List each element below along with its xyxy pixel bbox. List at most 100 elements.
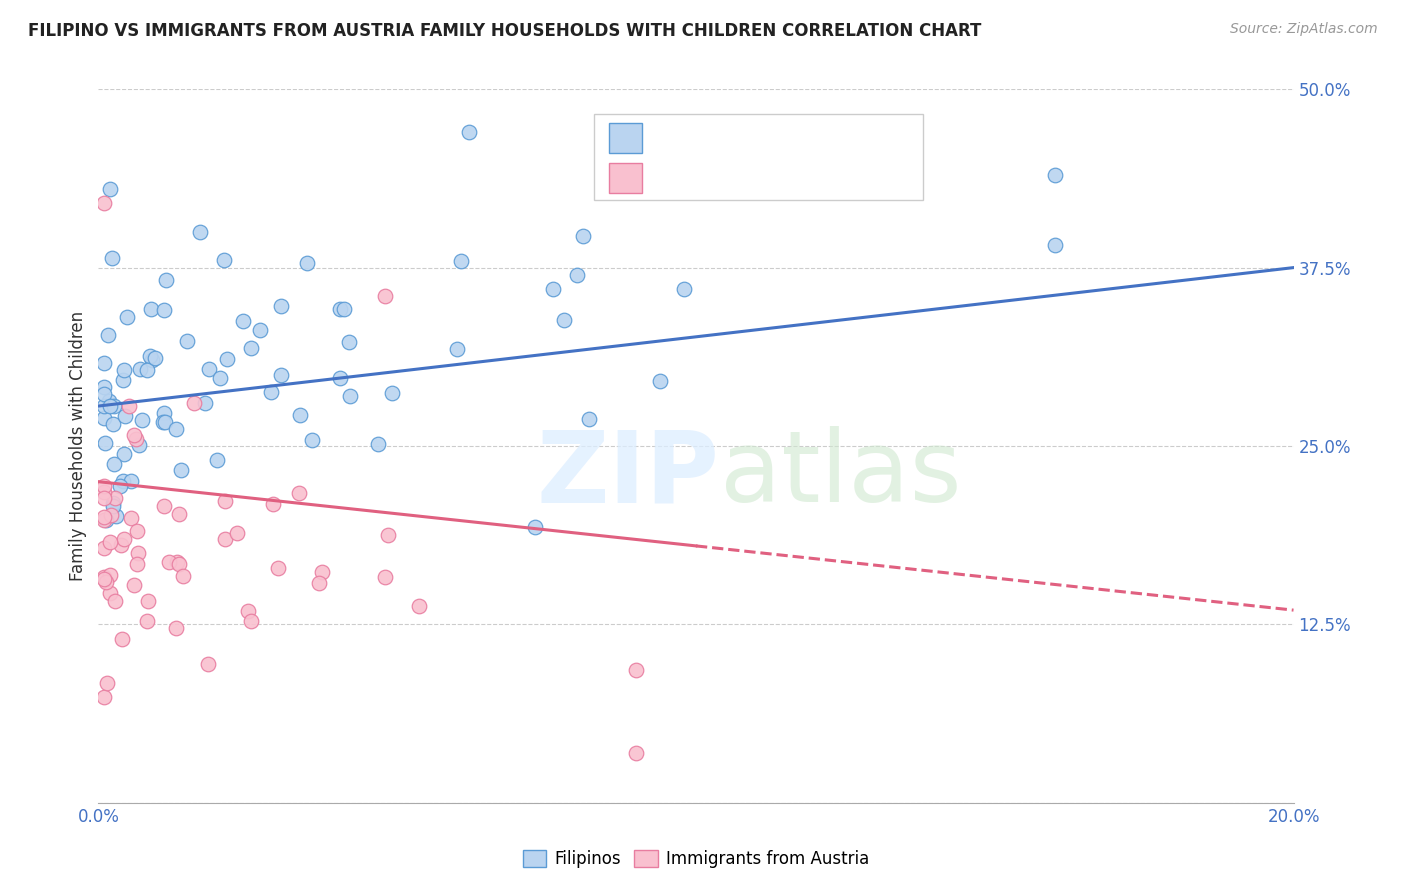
Point xyxy=(100,508,122,522)
Point xyxy=(114,409,136,423)
Text: ZIP: ZIP xyxy=(537,426,720,523)
Point xyxy=(118,399,141,413)
Point xyxy=(98,535,121,549)
Point xyxy=(165,621,187,635)
Point xyxy=(288,486,311,500)
Point xyxy=(1043,238,1066,252)
Point xyxy=(374,570,396,584)
Point xyxy=(197,362,219,376)
Point xyxy=(100,568,122,582)
Point xyxy=(98,182,122,196)
Point xyxy=(93,513,115,527)
Point xyxy=(337,334,360,349)
Point xyxy=(94,575,117,590)
Point xyxy=(329,301,352,316)
Point xyxy=(1043,168,1066,182)
Point xyxy=(110,538,132,552)
Point xyxy=(101,417,124,431)
Point xyxy=(214,493,236,508)
Text: R =: R = xyxy=(657,129,688,147)
Point xyxy=(212,253,235,268)
Text: 56: 56 xyxy=(835,169,859,186)
Point xyxy=(114,363,136,377)
Point xyxy=(301,433,323,447)
Point xyxy=(541,282,564,296)
Point xyxy=(139,302,162,317)
Point xyxy=(624,664,647,678)
Point xyxy=(93,485,115,500)
Point xyxy=(93,399,115,413)
Text: 78: 78 xyxy=(835,129,859,147)
Point xyxy=(125,557,148,571)
Point xyxy=(152,303,174,318)
FancyBboxPatch shape xyxy=(595,114,922,200)
Point xyxy=(93,572,115,586)
Point xyxy=(101,499,124,513)
Point xyxy=(108,479,131,493)
Text: 0.174: 0.174 xyxy=(704,129,756,147)
Point xyxy=(125,524,148,539)
Point xyxy=(112,373,135,387)
Point xyxy=(131,413,153,427)
Point xyxy=(262,497,284,511)
Point xyxy=(232,314,254,328)
Point xyxy=(446,342,468,356)
Point xyxy=(155,415,177,429)
Point xyxy=(624,746,647,760)
Point xyxy=(141,353,163,368)
Point xyxy=(98,394,121,409)
Point xyxy=(103,400,125,414)
Point xyxy=(101,252,124,266)
Point xyxy=(288,408,311,422)
Point xyxy=(295,255,318,269)
Point xyxy=(215,351,238,366)
Point xyxy=(93,356,115,370)
Point xyxy=(214,532,236,546)
Text: N =: N = xyxy=(787,169,820,186)
Y-axis label: Family Households with Children: Family Households with Children xyxy=(69,311,87,581)
Point xyxy=(240,614,263,628)
Point xyxy=(143,351,166,365)
Point xyxy=(673,282,696,296)
Point xyxy=(98,585,121,599)
Text: N =: N = xyxy=(787,129,820,147)
Point xyxy=(94,513,117,527)
Point xyxy=(240,341,263,355)
Point xyxy=(136,614,159,628)
Point xyxy=(176,334,198,349)
Point xyxy=(270,368,292,383)
Point xyxy=(129,362,152,376)
Point xyxy=(367,436,389,450)
Point xyxy=(374,289,396,303)
FancyBboxPatch shape xyxy=(609,123,643,153)
Point xyxy=(267,561,290,575)
Point xyxy=(169,557,191,571)
Point xyxy=(112,474,135,488)
Point xyxy=(93,380,115,394)
Point xyxy=(122,578,145,592)
Point xyxy=(98,399,122,413)
Text: FILIPINO VS IMMIGRANTS FROM AUSTRIA FAMILY HOUSEHOLDS WITH CHILDREN CORRELATION : FILIPINO VS IMMIGRANTS FROM AUSTRIA FAMI… xyxy=(28,22,981,40)
Point xyxy=(183,396,205,410)
Point xyxy=(103,457,125,471)
Point xyxy=(136,363,159,377)
Point xyxy=(205,452,228,467)
Point xyxy=(104,594,127,608)
Point xyxy=(93,541,115,555)
Point xyxy=(112,532,135,546)
Point xyxy=(120,474,142,488)
Point xyxy=(333,301,356,316)
Point xyxy=(270,300,292,314)
Point xyxy=(188,225,211,239)
Point xyxy=(127,545,149,559)
Point xyxy=(93,387,115,401)
Point xyxy=(93,690,115,705)
Point xyxy=(136,594,159,608)
Point xyxy=(377,528,399,542)
Point xyxy=(125,432,148,446)
Point xyxy=(650,374,672,388)
Point xyxy=(450,254,472,268)
Point xyxy=(152,415,174,429)
Point xyxy=(101,496,124,510)
Point xyxy=(122,427,145,442)
